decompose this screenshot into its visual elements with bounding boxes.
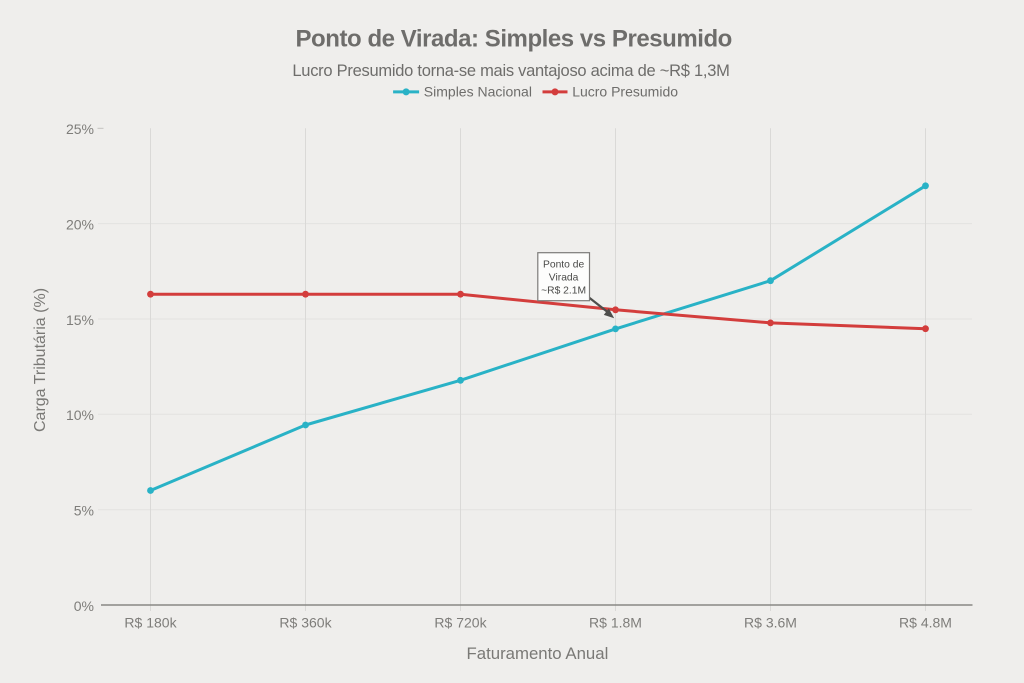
svg-text:R$ 4.8M: R$ 4.8M	[899, 615, 952, 631]
svg-text:25%: 25%	[66, 121, 94, 137]
svg-text:Ponto de: Ponto de	[543, 259, 584, 270]
svg-text:5%: 5%	[74, 503, 94, 519]
svg-text:10%: 10%	[66, 407, 94, 423]
svg-text:~R$ 2.1M: ~R$ 2.1M	[541, 286, 586, 297]
svg-text:R$ 360k: R$ 360k	[279, 615, 332, 631]
svg-text:15%: 15%	[66, 312, 94, 328]
svg-text:R$ 720k: R$ 720k	[434, 615, 487, 631]
svg-text:R$ 3.6M: R$ 3.6M	[744, 615, 797, 631]
svg-text:R$ 1.8M: R$ 1.8M	[589, 615, 642, 631]
svg-text:Faturamento Anual: Faturamento Anual	[467, 644, 609, 663]
svg-text:Simples Nacional: Simples Nacional	[424, 84, 532, 100]
svg-text:Ponto de Virada: Simples vs Pr: Ponto de Virada: Simples vs Presumido	[296, 25, 732, 52]
svg-text:20%: 20%	[66, 216, 94, 232]
svg-text:Carga Tributária (%): Carga Tributária (%)	[32, 288, 49, 432]
svg-text:0%: 0%	[74, 598, 94, 614]
svg-text:Lucro Presumido torna-se mais: Lucro Presumido torna-se mais vantajoso …	[292, 62, 729, 80]
svg-text:Lucro Presumido: Lucro Presumido	[572, 84, 678, 100]
svg-text:Virada: Virada	[549, 272, 579, 283]
svg-text:R$ 180k: R$ 180k	[124, 615, 177, 631]
